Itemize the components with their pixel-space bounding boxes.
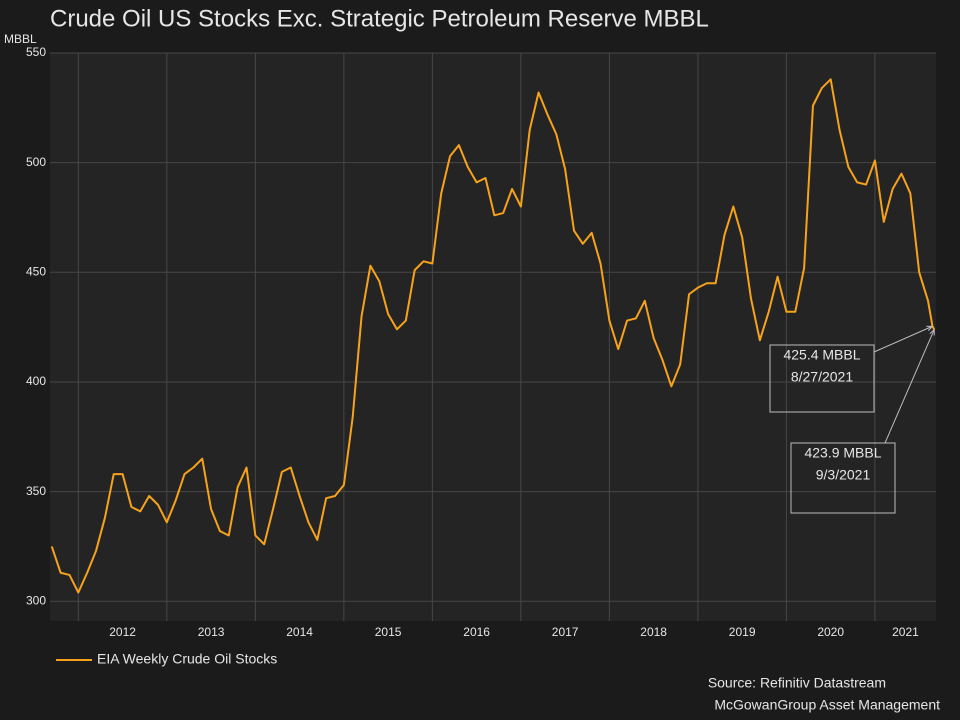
source: Source: Refinitiv Datastream [708,675,886,691]
x-tick-label: 2021 [892,625,919,639]
y-tick-label: 500 [26,155,46,169]
y-tick-label: 400 [26,374,46,388]
source: McGowanGroup Asset Management [714,697,940,713]
x-tick-label: 2015 [375,625,402,639]
annotation-text: 425.4 MBBL [783,347,860,363]
chart-title: Crude Oil US Stocks Exc. Strategic Petro… [50,5,709,32]
annotation-box [769,344,875,413]
x-tick-label: 2016 [463,625,490,639]
y-tick-label: 350 [26,484,46,498]
arrow-head [926,325,933,331]
annotation-box [790,442,896,514]
x-tick-label: 2017 [552,625,579,639]
annotation-arrow [884,329,935,444]
y-tick-label: 550 [26,45,46,59]
x-tick-label: 2020 [817,625,844,639]
x-tick-label: 2013 [198,625,225,639]
y-tick-label: 450 [26,264,46,278]
legend-label: EIA Weekly Crude Oil Stocks [97,651,277,667]
x-tick-label: 2014 [286,625,313,639]
x-tick-label: 2018 [640,625,667,639]
annotation-text: 9/3/2021 [816,467,871,483]
annotation-text: 423.9 MBBL [804,445,881,461]
x-tick-label: 2019 [729,625,756,639]
annotation-arrow [873,325,933,353]
annotation-text: 8/27/2021 [791,369,853,385]
arrow-head [929,329,935,336]
y-axis-label: MBBL [4,32,37,46]
plot-area [50,53,936,621]
y-tick-label: 300 [26,593,46,607]
line [50,78,936,594]
x-tick-label: 2012 [109,625,136,639]
